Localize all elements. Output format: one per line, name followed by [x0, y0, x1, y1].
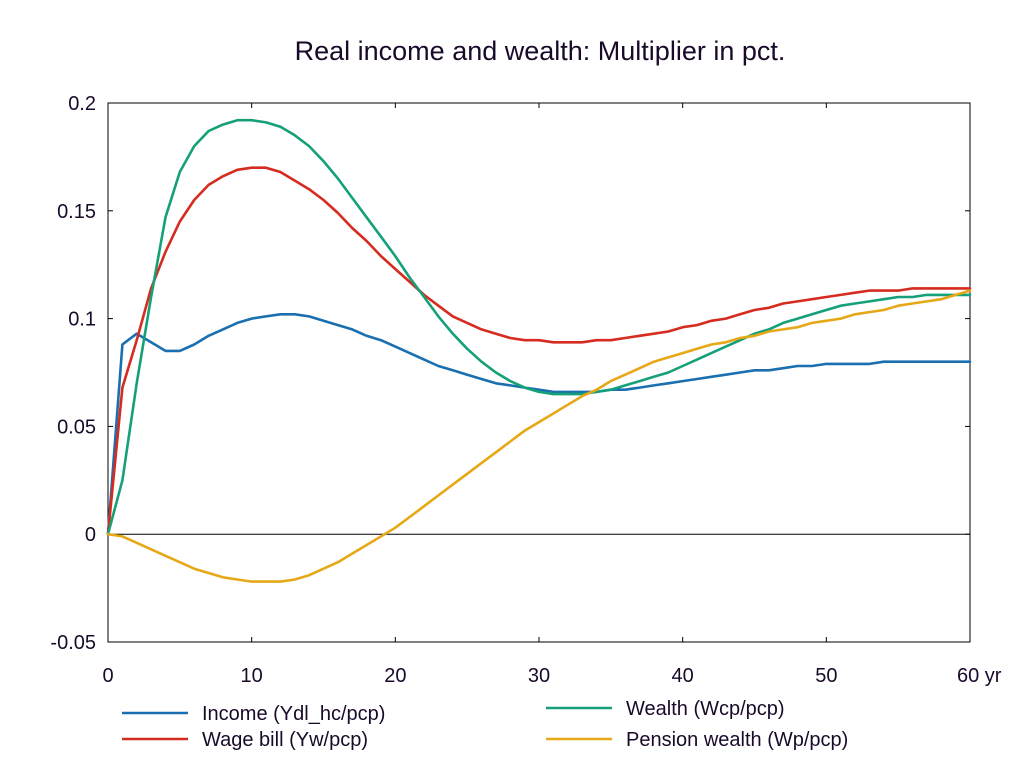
series-line-1 [106, 166, 972, 536]
y-tick-label: -0.05 [50, 632, 96, 654]
y-tick-label: 0.15 [57, 201, 96, 223]
x-tick-label: 0 [102, 665, 113, 687]
y-tick-label: 0 [85, 524, 96, 546]
y-tick-label: 0.05 [57, 416, 96, 438]
series-line-2 [106, 118, 972, 536]
axis-ticks [107, 102, 971, 643]
plot-area: -0.05 0 0.05 0.1 0.15 0.2 0 10 20 30 40 50 60 yr [50, 93, 1001, 687]
x-tick-label: 10 [241, 665, 263, 687]
legend-item: Wealth (Wcp/pcp) [546, 698, 785, 720]
legend-label: Pension wealth (Wp/pcp) [626, 729, 848, 751]
legend-item: Wage bill (Yw/pcp) [122, 729, 368, 751]
x-tick-label: 60 yr [957, 665, 1002, 687]
legend-item: Pension wealth (Wp/pcp) [546, 729, 848, 751]
x-tick-label: 50 [815, 665, 837, 687]
plot-frame [107, 102, 971, 643]
chart-title: Real income and wealth: Multiplier in pc… [295, 36, 786, 66]
legend-item: Income (Ydl_hc/pcp) [122, 703, 385, 725]
legend: Income (Ydl_hc/pcp) Wage bill (Yw/pcp) Wea… [122, 698, 848, 751]
legend-label: Wage bill (Yw/pcp) [202, 729, 368, 751]
series-lines [106, 118, 972, 583]
legend-label: Income (Ydl_hc/pcp) [202, 703, 385, 725]
y-tick-label: 0.2 [68, 93, 96, 115]
x-axis: 0 10 20 30 40 50 60 yr [102, 665, 1001, 687]
x-tick-label: 20 [384, 665, 406, 687]
x-tick-label: 30 [528, 665, 550, 687]
series-line-0 [106, 313, 972, 536]
y-axis: -0.05 0 0.05 0.1 0.15 0.2 [50, 93, 96, 654]
legend-label: Wealth (Wcp/pcp) [626, 698, 785, 720]
y-tick-label: 0.1 [68, 309, 96, 331]
series-line-3 [106, 289, 972, 583]
x-tick-label: 40 [672, 665, 694, 687]
